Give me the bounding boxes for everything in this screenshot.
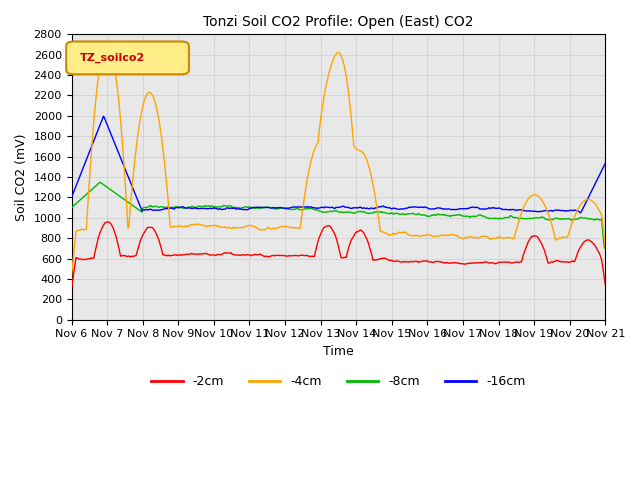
X-axis label: Time: Time [323,345,354,358]
Text: TZ_soilco2: TZ_soilco2 [79,53,145,63]
Title: Tonzi Soil CO2 Profile: Open (East) CO2: Tonzi Soil CO2 Profile: Open (East) CO2 [203,15,474,29]
Y-axis label: Soil CO2 (mV): Soil CO2 (mV) [15,133,28,221]
FancyBboxPatch shape [66,41,189,74]
Legend: -2cm, -4cm, -8cm, -16cm: -2cm, -4cm, -8cm, -16cm [147,371,531,394]
